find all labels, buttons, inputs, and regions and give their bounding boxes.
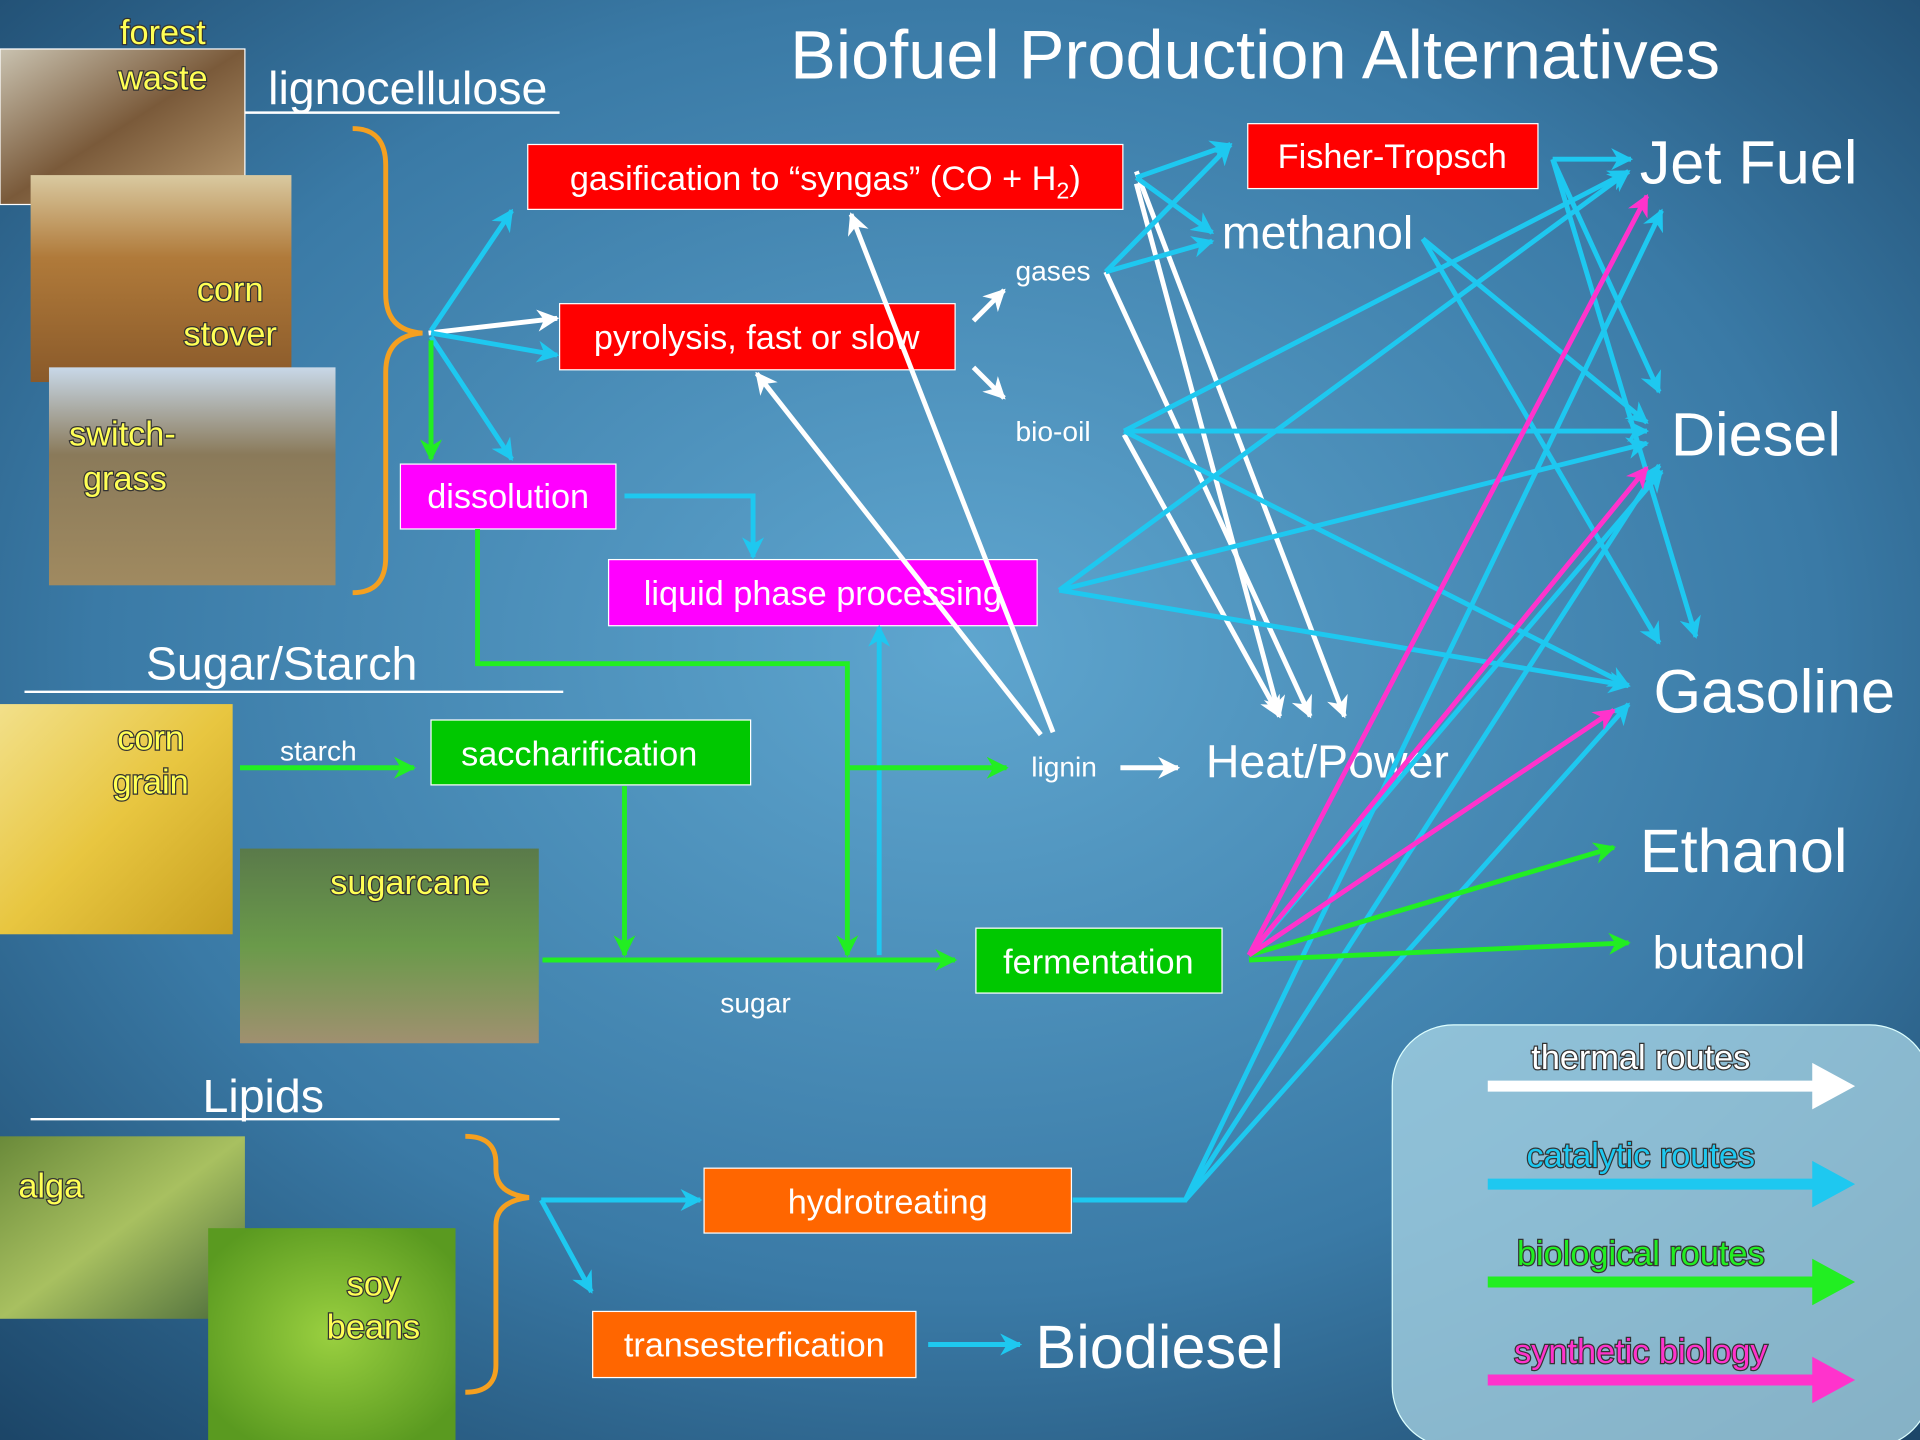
intermediate: lignin — [1031, 751, 1097, 782]
process-label: hydrotreating — [788, 1183, 988, 1221]
legend-label: synthetic biology — [1514, 1333, 1768, 1371]
process-label: pyrolysis, fast or slow — [594, 319, 920, 357]
process-label: dissolution — [427, 478, 589, 516]
process-label: Fisher-Tropsch — [1278, 138, 1507, 176]
product: butanol — [1653, 927, 1806, 979]
intermediate: bio-oil — [1015, 416, 1090, 447]
product: Ethanol — [1640, 817, 1848, 885]
intermediate: gases — [1015, 255, 1090, 286]
legend-label: biological routes — [1517, 1235, 1765, 1273]
section-heading: Sugar/Starch — [146, 638, 418, 690]
diagram: Biofuel Production Alternatives forestwa… — [0, 0, 1920, 1440]
section-heading: lignocellulose — [268, 62, 547, 114]
photo-label: alga — [18, 1168, 84, 1206]
product: Diesel — [1671, 401, 1841, 469]
process-label: gasification to “syngas” (CO + H2) — [570, 160, 1081, 204]
intermediate: sugar — [720, 988, 790, 1019]
legend-label: catalytic routes — [1527, 1137, 1756, 1175]
process-label: saccharification — [461, 735, 697, 773]
product: Biodiesel — [1035, 1313, 1283, 1381]
photo-label: sugarcane — [330, 864, 490, 902]
section-heading: Lipids — [202, 1070, 324, 1122]
title: Biofuel Production Alternatives — [790, 16, 1720, 93]
product: Jet Fuel — [1640, 129, 1858, 197]
intermediate: starch — [280, 735, 357, 766]
legend-label: thermal routes — [1531, 1039, 1750, 1077]
process-label: transesterfication — [624, 1327, 885, 1365]
process-label: liquid phase processing — [644, 575, 1002, 613]
product: Gasoline — [1653, 658, 1895, 726]
intermediate: methanol — [1222, 207, 1413, 259]
process-label: fermentation — [1003, 943, 1193, 981]
